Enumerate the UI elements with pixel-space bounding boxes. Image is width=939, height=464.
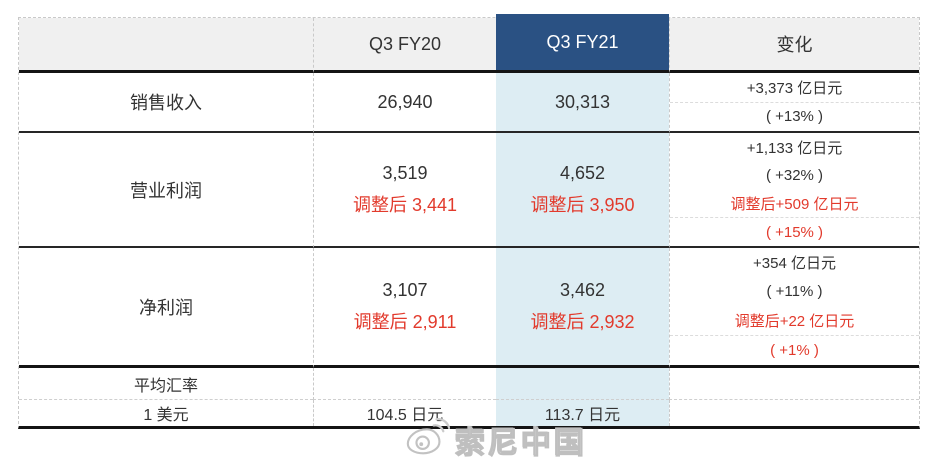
operating-fy21-adjusted: 调整后 3,950 [530, 194, 635, 215]
watermark-text: 索尼中国 [454, 426, 587, 460]
row-label-one-usd: 1 美元 [143, 407, 189, 424]
header-q3fy20: Q3 FY20 [313, 18, 496, 73]
sales-change-amount: +3,373 亿日元 [746, 79, 843, 97]
rate-fy21-empty [496, 368, 669, 400]
operating-fy20-adjusted: 调整后 3,441 [352, 194, 458, 215]
net-change-amount: +354 亿日元 [753, 255, 836, 272]
header-q3fy21: Q3 FY21 [496, 14, 669, 73]
header-empty-cell [19, 18, 313, 73]
usd-fy20-rate: 104.5 日元 [313, 400, 496, 426]
rate-change-empty [669, 368, 919, 400]
net-fy21-cell: 3,462 调整后 2,932 [496, 248, 669, 368]
operating-fy20-cell: 3,519 调整后 3,441 [313, 133, 496, 248]
row-label-average-rate: 平均汇率 [19, 368, 313, 400]
watermark: 索尼中国 [404, 416, 587, 463]
sales-change-cell: +3,373 亿日元 ( +13% ) [669, 73, 919, 133]
net-fy20-adjusted: 调整后 2,911 [353, 311, 457, 332]
operating-change-adjusted-amount: 调整后+509 亿日元 [730, 195, 859, 213]
row-label-operating-profit: 营业利润 [19, 133, 313, 248]
results-table: Q3 FY20 Q3 FY21 变化 销售收入 26,940 30,313 +3… [18, 14, 920, 429]
operating-fy21-value: 4,652 [559, 162, 606, 183]
sales-fy20-value: 26,940 [313, 73, 496, 133]
weibo-logo-icon [404, 416, 451, 463]
rate-fy20-empty [313, 368, 496, 400]
row-label-net-profit: 净利润 [19, 248, 313, 368]
operating-change-adjusted-percent: ( +15% ) [670, 217, 919, 246]
net-fy20-value: 3,107 [382, 279, 428, 300]
sales-fy21-value: 30,313 [496, 73, 669, 133]
sales-change-percent: ( +13% ) [670, 101, 919, 132]
operating-change-percent: ( +32% ) [765, 166, 824, 184]
operating-fy21-cell: 4,652 调整后 3,950 [496, 133, 669, 248]
net-change-adjusted-amount: 调整后+22 亿日元 [734, 313, 855, 330]
net-fy20-cell: 3,107 调整后 2,911 [313, 248, 496, 368]
net-change-percent: ( +11% ) [766, 283, 823, 300]
operating-change-cell: +1,133 亿日元 ( +32% ) 调整后+509 亿日元 ( +15% ) [669, 133, 919, 248]
usd-fy21-rate: 113.7 日元 [496, 400, 669, 426]
operating-change-amount: +1,133 亿日元 [746, 139, 843, 157]
net-change-adjusted-percent: ( +1% ) [670, 335, 919, 365]
usd-change-empty [669, 400, 919, 426]
net-fy21-value: 3,462 [559, 279, 606, 300]
net-fy21-adjusted: 调整后 2,932 [530, 311, 635, 332]
row-label-sales-revenue: 销售收入 [19, 73, 313, 133]
operating-fy20-value: 3,519 [382, 162, 428, 183]
header-change: 变化 [669, 18, 919, 73]
net-change-cell: +354 亿日元 ( +11% ) 调整后+22 亿日元 ( +1% ) [669, 248, 919, 368]
